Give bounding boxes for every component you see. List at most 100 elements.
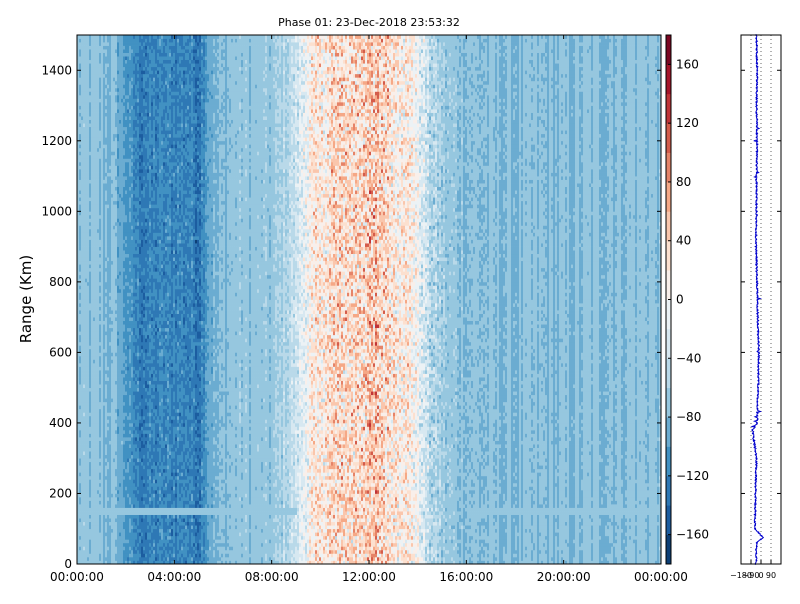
heatmap-cell [105,74,107,78]
heatmap-cell [95,328,97,332]
heatmap-cell [109,144,111,148]
heatmap-cell [91,331,93,335]
heatmap-cell [81,441,83,445]
heatmap-cell [93,148,95,152]
heatmap-cell [109,307,111,311]
heatmap-cell [89,236,91,240]
heatmap-cell [87,518,89,522]
heatmap-cell [113,525,115,529]
heatmap-cell [121,194,123,198]
heatmap-cell [93,455,95,459]
heatmap-cell [79,546,81,550]
heatmap-cell [97,225,99,229]
heatmap-cell [123,222,125,226]
heatmap-cell [97,508,99,512]
heatmap-cell [111,493,113,497]
heatmap-cell [91,448,93,452]
heatmap-cell [81,60,83,64]
heatmap-cell [87,208,89,212]
heatmap-cell [81,201,83,205]
heatmap-cell [101,144,103,148]
heatmap-cell [121,335,123,339]
heatmap-cell [115,338,117,342]
heatmap-cell [109,165,111,169]
heatmap-cell [107,53,109,57]
heatmap-cell [81,412,83,416]
heatmap-cell [87,158,89,162]
heatmap-cell [101,374,103,378]
heatmap-cell [79,225,81,229]
heatmap-cell [119,479,121,483]
heatmap-cell [113,546,115,550]
heatmap-cell [105,46,107,50]
heatmap-cell [109,405,111,409]
heatmap-cell [113,532,115,536]
heatmap-cell [87,441,89,445]
heatmap-cell [81,349,83,353]
heatmap-cell [83,120,85,124]
heatmap-cell [103,553,105,557]
heatmap-cell [107,60,109,64]
heatmap-cell [89,60,91,64]
heatmap-cell [105,261,107,265]
heatmap-cell [113,324,115,328]
heatmap-cell [115,518,117,522]
heatmap-cell [115,525,117,529]
heatmap-cell [99,412,101,416]
heatmap-cell [117,543,119,547]
heatmap-cell [79,222,81,226]
heatmap-cell [111,63,113,67]
heatmap-cell [121,102,123,106]
heatmap-cell [115,328,117,332]
heatmap-cell [85,232,87,236]
heatmap-cell [119,310,121,314]
heatmap-cell [107,553,109,557]
heatmap-cell [91,60,93,64]
heatmap-cell [89,303,91,307]
heatmap-cell [83,39,85,43]
heatmap-cell [119,342,121,346]
heatmap-cell [107,423,109,427]
heatmap-cell [119,444,121,448]
heatmap-cell [87,116,89,120]
heatmap-cell [85,405,87,409]
heatmap-cell [103,451,105,455]
heatmap-cell [101,398,103,402]
heatmap-cell [107,532,109,536]
heatmap-cell [117,310,119,314]
heatmap-cell [83,144,85,148]
heatmap-cell [91,49,93,53]
heatmap-cell [113,134,115,138]
heatmap-cell [103,462,105,466]
heatmap-cell [85,120,87,124]
heatmap-cell [107,515,109,519]
heatmap-cell [93,536,95,540]
heatmap-cell [85,74,87,78]
heatmap-cell [101,201,103,205]
heatmap-cell [91,211,93,215]
heatmap-cell [117,95,119,99]
heatmap-cell [97,338,99,342]
heatmap-cell [91,335,93,339]
heatmap-cell [89,148,91,152]
heatmap-cell [111,120,113,124]
heatmap-cell [85,345,87,349]
heatmap-cell [87,501,89,505]
heatmap-cell [85,444,87,448]
heatmap-cell [117,60,119,64]
heatmap-cell [97,419,99,423]
heatmap-cell [113,370,115,374]
heatmap-cell [97,374,99,378]
heatmap-cell [97,120,99,124]
heatmap-cell [117,381,119,385]
heatmap-cell [113,218,115,222]
heatmap-cell [115,46,117,50]
heatmap-cell [87,250,89,254]
heatmap-cell [87,247,89,251]
heatmap-cell [85,289,87,293]
heatmap-cell [117,377,119,381]
heatmap-cell [103,123,105,127]
heatmap-cell [121,483,123,487]
heatmap-cell [101,416,103,420]
heatmap-cell [105,141,107,145]
